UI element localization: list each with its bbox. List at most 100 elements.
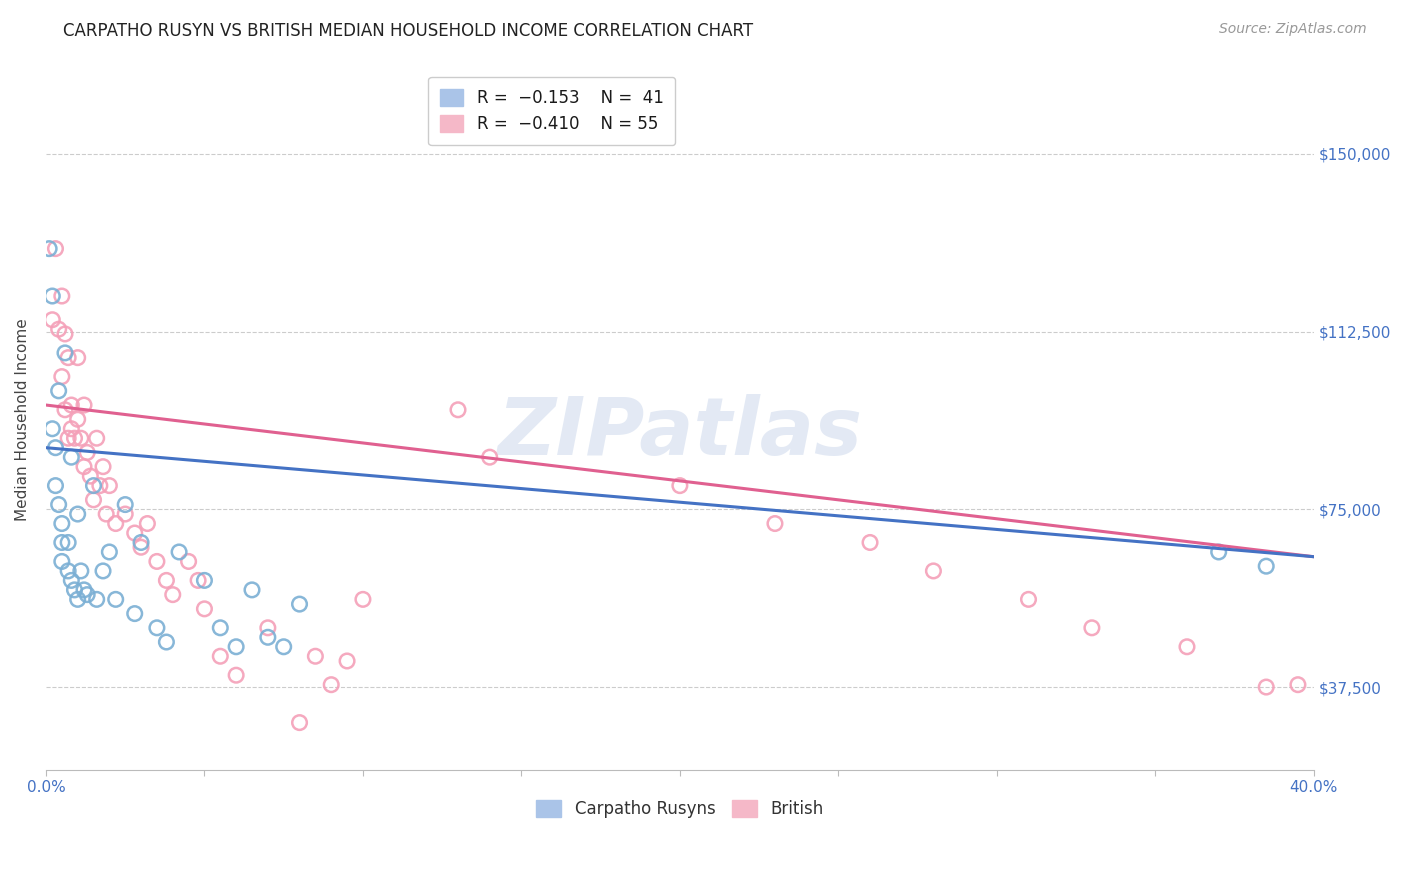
Y-axis label: Median Household Income: Median Household Income xyxy=(15,318,30,521)
Point xyxy=(146,554,169,568)
Legend: Carpatho Rusyns, British: Carpatho Rusyns, British xyxy=(530,793,830,825)
Point xyxy=(96,507,118,521)
Point xyxy=(209,649,232,664)
Point xyxy=(336,654,359,668)
Point xyxy=(53,402,76,417)
Point xyxy=(321,678,343,692)
Point xyxy=(124,526,146,541)
Point xyxy=(1175,640,1198,654)
Point xyxy=(51,289,73,303)
Point xyxy=(1256,559,1278,574)
Point xyxy=(56,535,79,549)
Point xyxy=(256,630,278,644)
Point xyxy=(114,507,136,521)
Point xyxy=(41,312,63,326)
Point xyxy=(44,478,66,492)
Point xyxy=(155,574,177,588)
Point xyxy=(44,242,66,256)
Point xyxy=(53,346,76,360)
Point xyxy=(53,326,76,341)
Text: CARPATHO RUSYN VS BRITISH MEDIAN HOUSEHOLD INCOME CORRELATION CHART: CARPATHO RUSYN VS BRITISH MEDIAN HOUSEHO… xyxy=(63,22,754,40)
Point xyxy=(41,422,63,436)
Point xyxy=(76,588,98,602)
Point xyxy=(41,289,63,303)
Point xyxy=(73,582,96,597)
Point xyxy=(66,412,89,426)
Point xyxy=(187,574,209,588)
Point xyxy=(288,597,311,611)
Point xyxy=(86,592,108,607)
Point xyxy=(859,535,882,549)
Point xyxy=(104,592,127,607)
Point xyxy=(256,621,278,635)
Point xyxy=(91,564,114,578)
Point xyxy=(669,478,692,492)
Point xyxy=(69,564,91,578)
Point xyxy=(38,242,60,256)
Point xyxy=(288,715,311,730)
Point xyxy=(225,668,247,682)
Text: Source: ZipAtlas.com: Source: ZipAtlas.com xyxy=(1219,22,1367,37)
Point xyxy=(48,384,70,398)
Point xyxy=(447,402,470,417)
Point xyxy=(60,450,83,465)
Point xyxy=(167,545,190,559)
Point xyxy=(209,621,232,635)
Point xyxy=(352,592,374,607)
Point xyxy=(1256,680,1278,694)
Point xyxy=(155,635,177,649)
Point xyxy=(273,640,295,654)
Point xyxy=(129,535,152,549)
Point xyxy=(193,602,215,616)
Point xyxy=(63,431,86,445)
Point xyxy=(240,582,263,597)
Point xyxy=(76,445,98,459)
Point xyxy=(56,431,79,445)
Point xyxy=(89,478,111,492)
Point xyxy=(98,545,121,559)
Text: ZIPatlas: ZIPatlas xyxy=(498,394,862,472)
Point xyxy=(146,621,169,635)
Point xyxy=(83,492,105,507)
Point xyxy=(73,398,96,412)
Point xyxy=(66,351,89,365)
Point xyxy=(225,640,247,654)
Point xyxy=(177,554,200,568)
Point xyxy=(1018,592,1040,607)
Point xyxy=(73,459,96,474)
Point xyxy=(104,516,127,531)
Point xyxy=(44,441,66,455)
Point xyxy=(69,431,91,445)
Point xyxy=(86,431,108,445)
Point xyxy=(136,516,159,531)
Point xyxy=(478,450,501,465)
Point xyxy=(124,607,146,621)
Point xyxy=(66,592,89,607)
Point xyxy=(48,322,70,336)
Point xyxy=(48,498,70,512)
Point xyxy=(51,554,73,568)
Point xyxy=(162,588,184,602)
Point xyxy=(51,535,73,549)
Point xyxy=(63,582,86,597)
Point xyxy=(79,469,101,483)
Point xyxy=(1286,678,1309,692)
Point xyxy=(51,516,73,531)
Point xyxy=(763,516,786,531)
Point xyxy=(98,478,121,492)
Point xyxy=(56,564,79,578)
Point xyxy=(91,459,114,474)
Point xyxy=(193,574,215,588)
Point xyxy=(66,507,89,521)
Point xyxy=(51,369,73,384)
Point xyxy=(60,574,83,588)
Point xyxy=(1208,545,1230,559)
Point xyxy=(114,498,136,512)
Point xyxy=(83,478,105,492)
Point xyxy=(304,649,326,664)
Point xyxy=(60,398,83,412)
Point xyxy=(129,540,152,554)
Point xyxy=(60,422,83,436)
Point xyxy=(56,351,79,365)
Point xyxy=(1081,621,1104,635)
